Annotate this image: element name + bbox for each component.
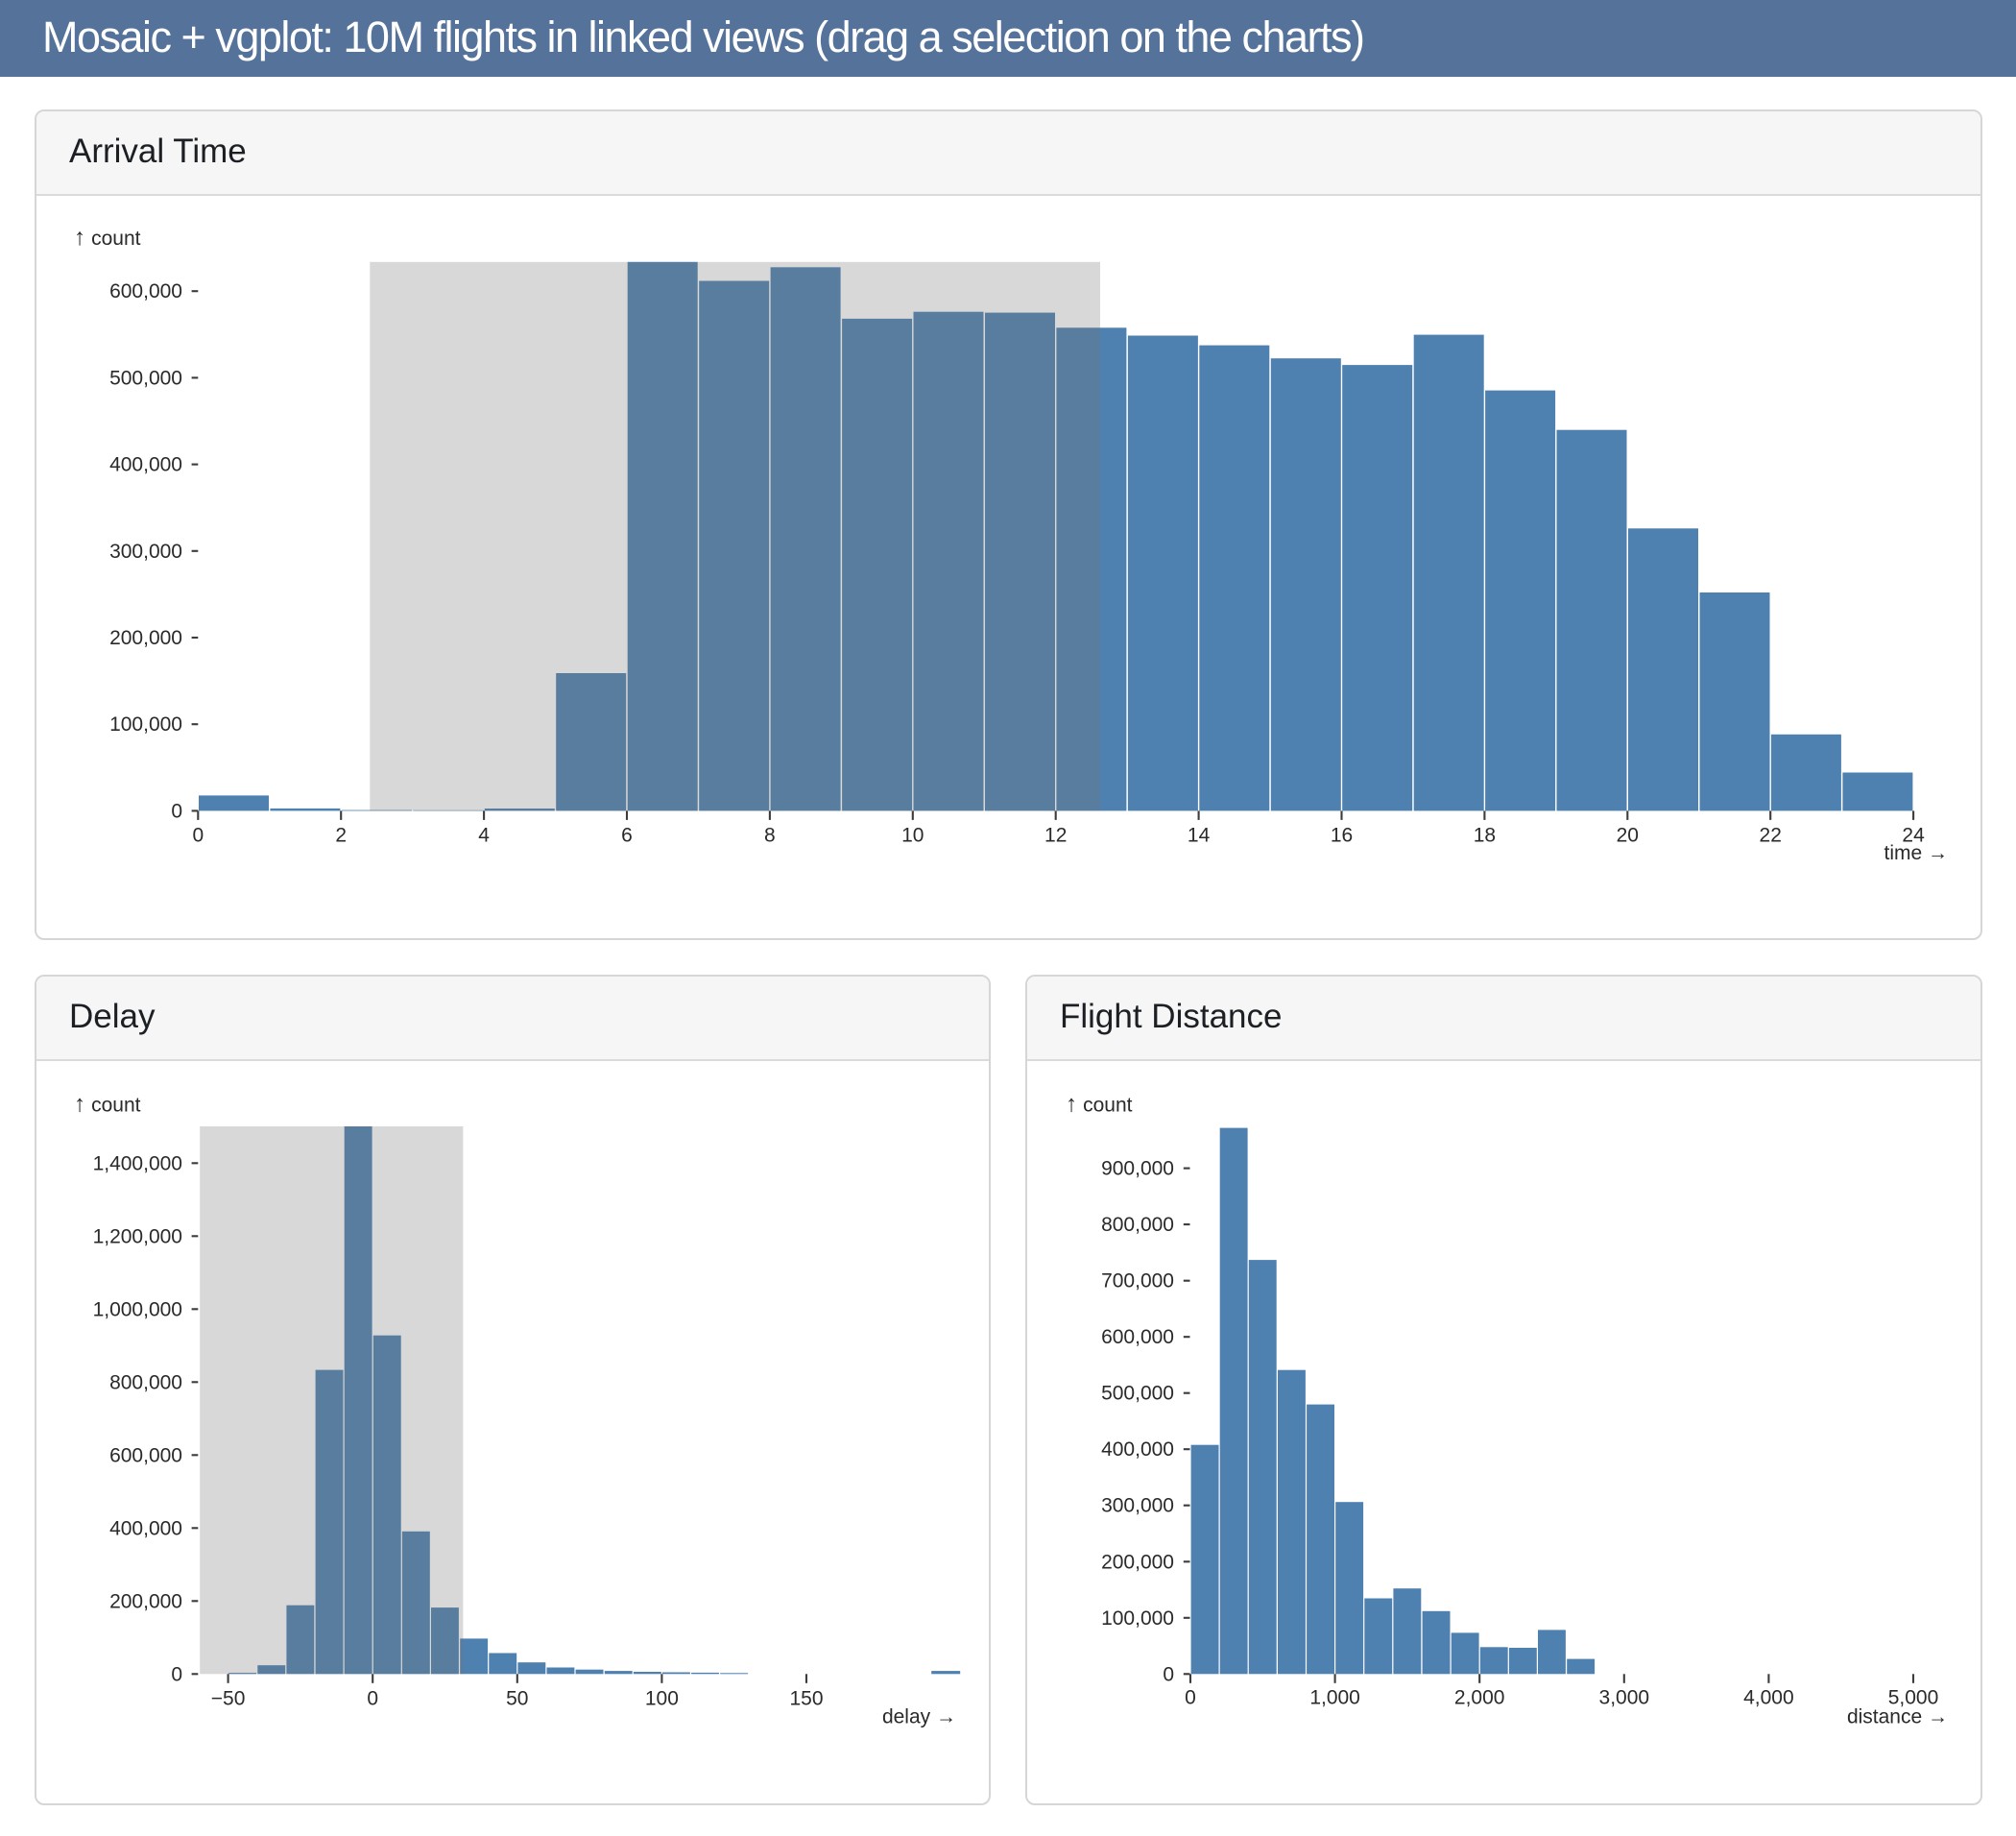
svg-text:900,000: 900,000: [1101, 1158, 1174, 1180]
svg-text:100,000: 100,000: [1101, 1607, 1174, 1630]
svg-text:50: 50: [506, 1687, 528, 1709]
svg-text:↑ count: ↑ count: [74, 1091, 141, 1117]
svg-text:0: 0: [1185, 1686, 1196, 1708]
svg-text:500,000: 500,000: [1101, 1383, 1174, 1405]
svg-text:3,000: 3,000: [1599, 1686, 1650, 1708]
svg-text:delay →: delay →: [882, 1705, 956, 1727]
svg-text:600,000: 600,000: [1101, 1326, 1174, 1348]
svg-text:1,400,000: 1,400,000: [93, 1152, 182, 1174]
svg-text:0: 0: [1163, 1663, 1174, 1685]
svg-text:4: 4: [478, 824, 490, 846]
svg-text:−50: −50: [211, 1687, 246, 1709]
svg-text:150: 150: [789, 1687, 823, 1709]
svg-text:2,000: 2,000: [1454, 1686, 1505, 1708]
svg-text:700,000: 700,000: [1101, 1270, 1174, 1292]
svg-text:↑ count: ↑ count: [74, 225, 141, 251]
svg-text:100,000: 100,000: [109, 713, 182, 736]
svg-text:16: 16: [1331, 824, 1353, 846]
svg-text:100: 100: [645, 1687, 679, 1709]
svg-text:0: 0: [192, 824, 204, 846]
svg-text:400,000: 400,000: [109, 454, 182, 476]
svg-text:800,000: 800,000: [1101, 1214, 1174, 1236]
svg-text:4,000: 4,000: [1743, 1686, 1794, 1708]
svg-text:↑ count: ↑ count: [1066, 1091, 1133, 1117]
svg-text:0: 0: [171, 800, 182, 822]
svg-text:14: 14: [1188, 824, 1211, 846]
svg-text:400,000: 400,000: [1101, 1438, 1174, 1461]
svg-text:distance →: distance →: [1847, 1706, 1948, 1728]
svg-text:200,000: 200,000: [109, 1590, 182, 1612]
svg-text:5,000: 5,000: [1888, 1686, 1939, 1708]
svg-text:0: 0: [171, 1663, 182, 1685]
svg-text:22: 22: [1760, 824, 1782, 846]
svg-text:18: 18: [1474, 824, 1496, 846]
svg-text:300,000: 300,000: [1101, 1495, 1174, 1517]
svg-text:1,000,000: 1,000,000: [93, 1298, 182, 1320]
svg-text:20: 20: [1617, 824, 1639, 846]
svg-text:0: 0: [367, 1687, 378, 1709]
svg-text:200,000: 200,000: [1101, 1551, 1174, 1573]
svg-text:12: 12: [1044, 824, 1067, 846]
svg-text:1,000: 1,000: [1309, 1686, 1360, 1708]
svg-text:300,000: 300,000: [109, 541, 182, 563]
svg-text:time →: time →: [1884, 842, 1948, 864]
svg-text:600,000: 600,000: [109, 280, 182, 302]
svg-text:1,200,000: 1,200,000: [93, 1225, 182, 1247]
svg-text:800,000: 800,000: [109, 1371, 182, 1393]
svg-text:2: 2: [335, 824, 347, 846]
svg-text:200,000: 200,000: [109, 627, 182, 649]
svg-text:400,000: 400,000: [109, 1517, 182, 1539]
svg-text:600,000: 600,000: [109, 1444, 182, 1466]
svg-text:8: 8: [764, 824, 776, 846]
svg-text:24: 24: [1902, 824, 1925, 846]
svg-text:10: 10: [901, 824, 924, 846]
svg-text:6: 6: [621, 824, 633, 846]
svg-text:500,000: 500,000: [109, 367, 182, 389]
